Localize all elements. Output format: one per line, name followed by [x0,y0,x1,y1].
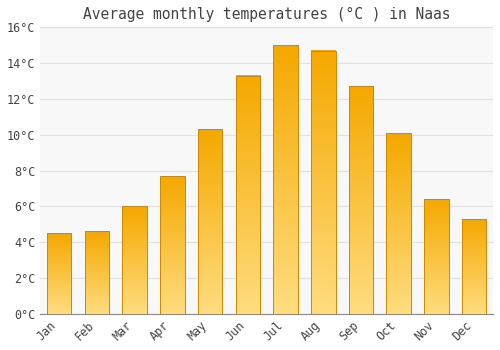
Bar [274,45,298,314]
Bar [311,51,336,314]
Bar [47,233,72,314]
Bar [84,231,109,314]
Bar [236,76,260,314]
Bar [424,199,448,314]
Bar [122,206,147,314]
Bar [462,219,486,314]
Title: Average monthly temperatures (°C ) in Naas: Average monthly temperatures (°C ) in Na… [83,7,450,22]
Bar [198,130,222,314]
Bar [348,86,374,314]
Bar [160,176,184,314]
Bar [386,133,411,314]
